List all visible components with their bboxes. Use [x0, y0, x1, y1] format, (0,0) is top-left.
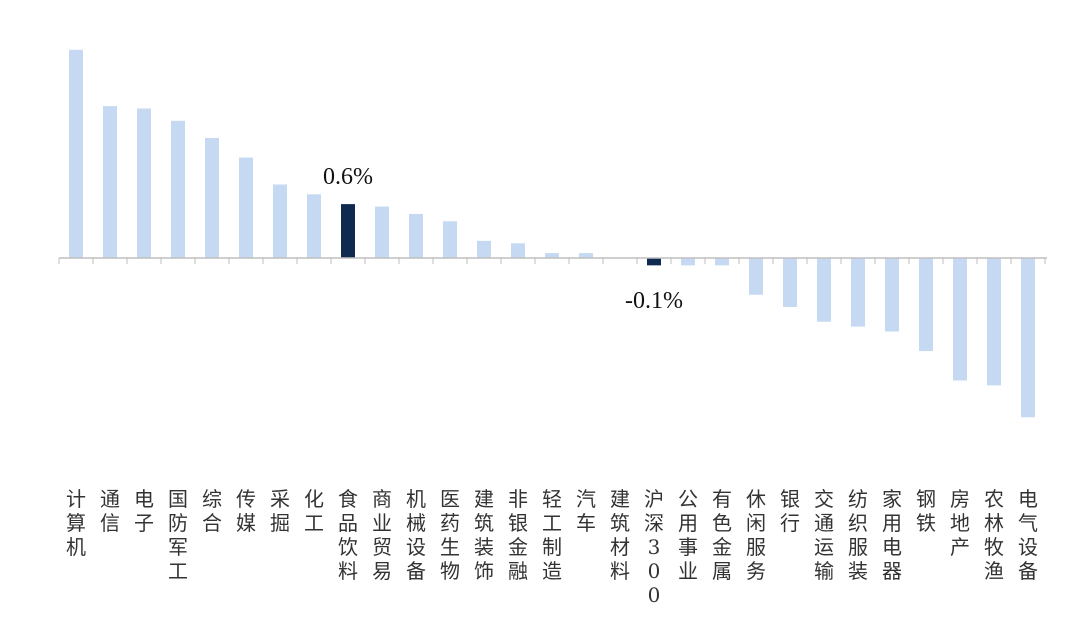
bar-2 [103, 106, 117, 258]
data-label: -0.1% [625, 288, 683, 314]
bar-11 [409, 213, 423, 258]
bar-27 [953, 258, 967, 381]
bar-18 [647, 258, 661, 266]
tick-label: 电气设备 [1018, 487, 1038, 583]
data-labels: 0.6% -0.1% [323, 164, 683, 314]
bar-19 [681, 258, 695, 266]
tick-label: 有色金属 [712, 487, 732, 583]
tick-label: 房地产 [950, 487, 970, 559]
bar-1 [69, 49, 83, 258]
bar-6 [239, 157, 253, 258]
tick-label: 建筑材料 [610, 487, 630, 583]
data-label: 0.6% [323, 164, 373, 190]
bar-24 [851, 258, 865, 327]
tick-label: 采掘 [270, 487, 290, 535]
bar-5 [205, 137, 219, 258]
tick-label: 食品饮料 [338, 487, 358, 583]
bar-12 [443, 221, 457, 258]
tick-label: 计算机 [66, 487, 86, 559]
tick-label: 化工 [304, 487, 324, 535]
tick-label: 交通运输 [814, 487, 834, 583]
bar-28 [987, 258, 1001, 386]
tick-label: 电子 [134, 487, 154, 535]
bar-4 [171, 120, 185, 258]
bar-14 [511, 243, 525, 258]
tick-label: 机械设备 [406, 487, 426, 583]
tick-label: 公用事业 [678, 487, 698, 583]
bar-10 [375, 206, 389, 258]
tick-label: 农林牧渔 [984, 487, 1004, 583]
bar-29 [1021, 258, 1035, 418]
tick-label: 银行 [780, 487, 800, 535]
bar-15 [545, 253, 559, 258]
tick-label: 汽车 [576, 487, 596, 535]
bar-25 [885, 258, 899, 332]
tick-label: 传媒 [236, 487, 256, 535]
tick-label: 家用电器 [882, 487, 902, 583]
bar-23 [817, 258, 831, 322]
bar-20 [715, 258, 729, 266]
bar-16 [579, 253, 593, 258]
bar-13 [477, 240, 491, 258]
tick-label: 钢铁 [916, 487, 936, 535]
tick-label: 国防军工 [168, 487, 188, 583]
tick-label: 建筑装饰 [474, 487, 494, 583]
tick-label: 通信 [100, 487, 120, 535]
bar-22 [783, 258, 797, 307]
tick-label: 非银金融 [508, 487, 528, 583]
tick-labels: 计算机通信电子国防军工综合传媒采掘化工食品饮料商业贸易机械设备医药生物建筑装饰非… [66, 487, 1038, 607]
bar-21 [749, 258, 763, 295]
tick-label: 休闲服务 [746, 487, 766, 583]
tick-label: 商业贸易 [372, 487, 392, 583]
bar-7 [273, 184, 287, 258]
bar-26 [919, 258, 933, 352]
tick-label: 医药生物 [440, 487, 460, 583]
tick-label: 轻工制造 [542, 487, 562, 583]
tick-label: 综合 [202, 487, 222, 535]
bars-group [69, 49, 1035, 418]
bar-3 [137, 108, 151, 258]
bar-9 [341, 204, 355, 258]
tick-label: 沪深 3 0 0 [644, 487, 664, 607]
bar-8 [307, 194, 321, 258]
x-axis [58, 257, 1047, 264]
tick-label: 纺织服装 [848, 487, 868, 583]
